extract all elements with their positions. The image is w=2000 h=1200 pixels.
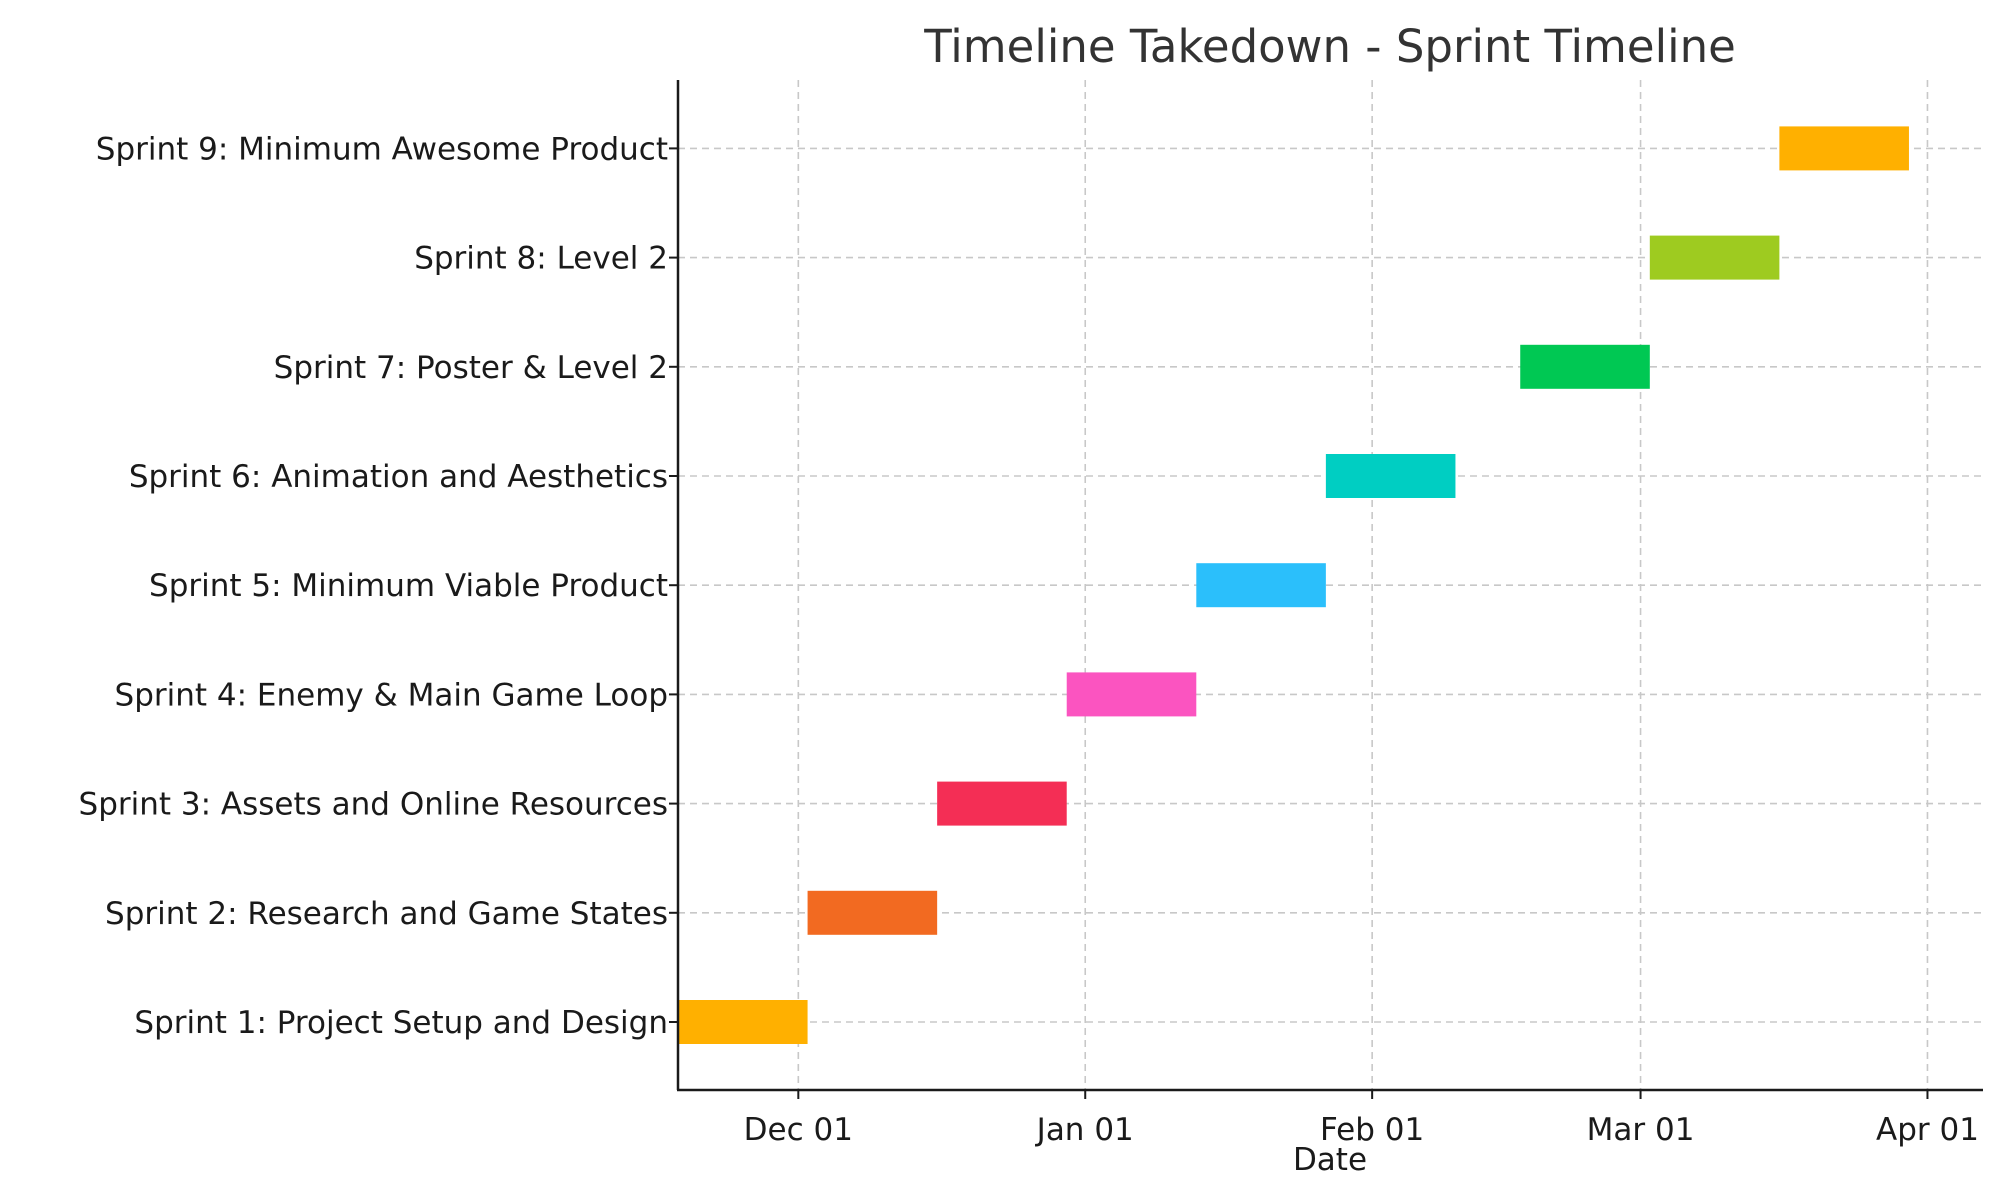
y-tick-label: Sprint 7: Poster & Level 2 bbox=[274, 350, 668, 386]
sprint-bar bbox=[1779, 126, 1909, 171]
y-tick-label: Sprint 2: Research and Game States bbox=[105, 896, 668, 932]
bars bbox=[678, 126, 1909, 1044]
sprint-bar bbox=[1196, 563, 1326, 608]
sprint-bar bbox=[1649, 235, 1780, 280]
y-tick-label: Sprint 1: Project Setup and Design bbox=[134, 1005, 668, 1041]
sprint-bar bbox=[1066, 672, 1197, 717]
y-tick-label: Sprint 8: Level 2 bbox=[414, 241, 668, 277]
x-tick-label: Dec 01 bbox=[744, 1112, 853, 1148]
y-tick-label: Sprint 3: Assets and Online Resources bbox=[79, 787, 668, 823]
sprint-bar bbox=[678, 1000, 808, 1044]
axes bbox=[669, 80, 1983, 1099]
grid-lines bbox=[678, 80, 1983, 1090]
y-tick-label: Sprint 4: Enemy & Main Game Loop bbox=[115, 677, 668, 713]
x-tick-label: Mar 01 bbox=[1587, 1112, 1695, 1148]
y-tick-labels: Sprint 1: Project Setup and Design Sprint… bbox=[79, 131, 668, 1041]
chart-title: Timeline Takedown - Sprint Timeline bbox=[923, 20, 1736, 73]
x-tick-label: Feb 01 bbox=[1320, 1112, 1424, 1148]
sprint-bar bbox=[1520, 344, 1650, 389]
sprint-bar bbox=[1325, 454, 1456, 498]
x-tick-label: Jan 01 bbox=[1035, 1112, 1134, 1148]
y-tick-label: Sprint 6: Animation and Aesthetics bbox=[129, 459, 668, 495]
sprint-bar bbox=[807, 890, 938, 935]
x-tick-label: Apr 01 bbox=[1876, 1112, 1979, 1148]
y-tick-label: Sprint 5: Minimum Viable Product bbox=[149, 568, 668, 604]
sprint-bar bbox=[937, 781, 1067, 826]
x-tick-labels: Dec 01 Jan 01 Feb 01 Mar 01 Apr 01 bbox=[744, 1112, 1979, 1148]
x-axis-label: Date bbox=[1293, 1142, 1367, 1178]
y-tick-label: Sprint 9: Minimum Awesome Product bbox=[96, 131, 668, 167]
